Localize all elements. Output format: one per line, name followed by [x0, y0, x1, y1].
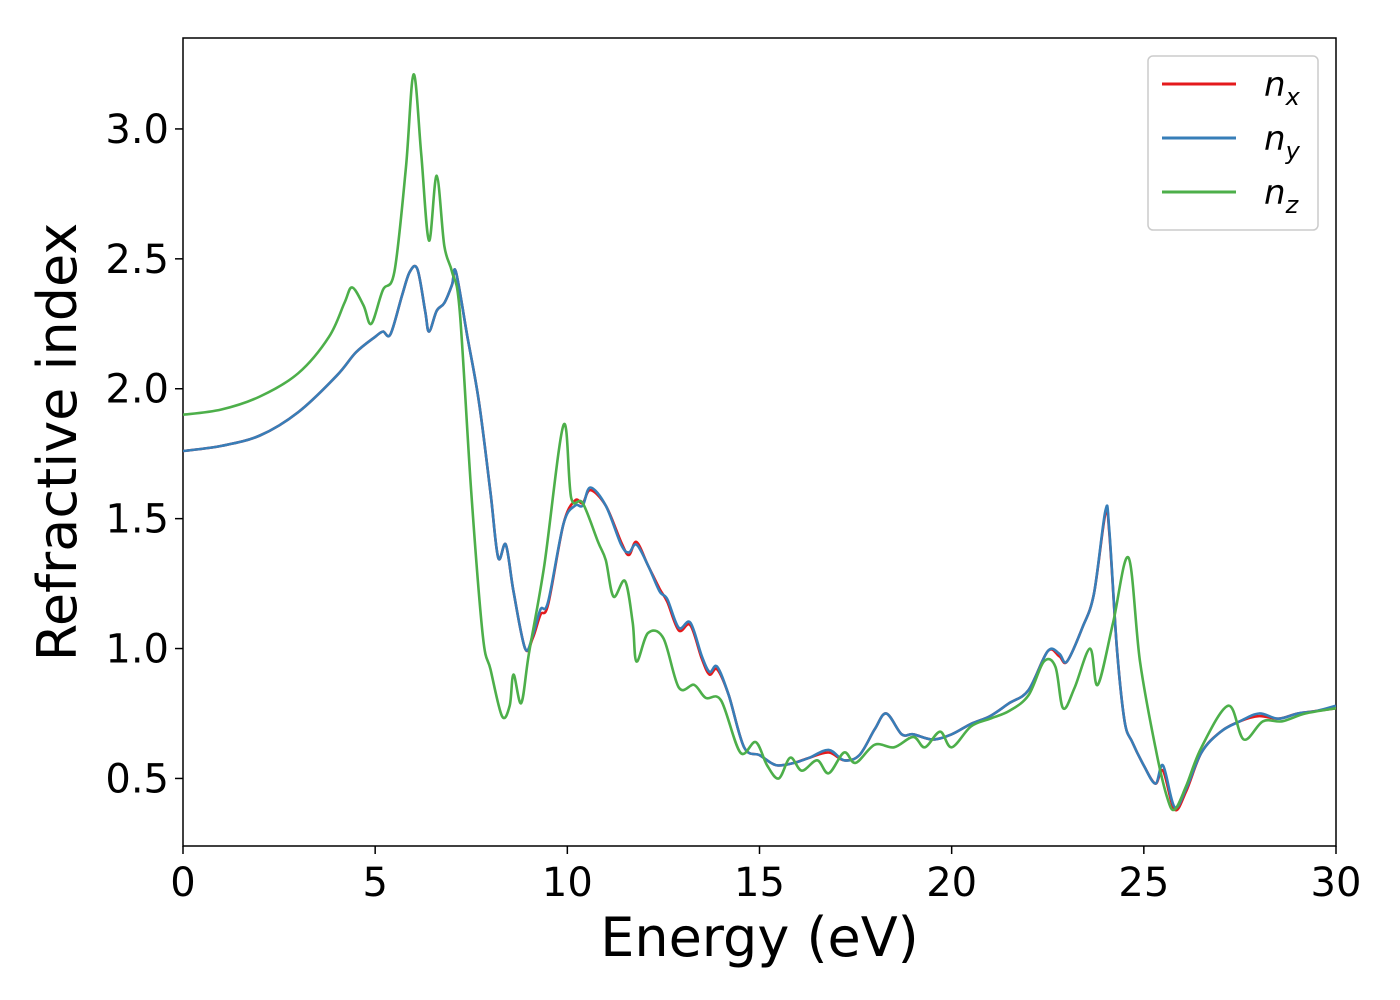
legend-label-nz: nz: [1264, 173, 1300, 219]
x-tick-label: 0: [170, 860, 195, 906]
y-axis: 0.5 1.0 1.5 2.0 2.5 3.0: [105, 107, 183, 802]
x-tick-label: 20: [926, 860, 977, 906]
x-axis-title: Energy (eV): [600, 906, 919, 969]
y-tick-label: 2.0: [105, 367, 169, 413]
x-tick-label: 25: [1118, 860, 1169, 906]
series-line-ny: [183, 264, 1336, 810]
legend: nx ny nz: [1147, 55, 1319, 231]
x-axis: 0 5 10 15 20 25 30: [170, 846, 1361, 906]
x-tick-label: 5: [362, 860, 387, 906]
legend-label-nx: nx: [1264, 65, 1301, 111]
legend-label-ny: ny: [1264, 119, 1301, 165]
y-tick-label: 1.5: [105, 497, 169, 543]
x-tick-label: 10: [542, 860, 593, 906]
x-tick-label: 15: [734, 860, 785, 906]
y-tick-label: 1.0: [105, 627, 169, 673]
series-line-nz: [183, 73, 1336, 812]
x-tick-label: 30: [1311, 860, 1362, 906]
series-layer: [183, 73, 1336, 812]
y-tick-label: 2.5: [105, 237, 169, 283]
y-tick-label: 0.5: [105, 756, 169, 802]
legend-box: [1147, 55, 1319, 231]
y-axis-title: Refractive index: [26, 223, 89, 662]
y-tick-label: 3.0: [105, 107, 169, 153]
plot-area: [182, 37, 1337, 847]
